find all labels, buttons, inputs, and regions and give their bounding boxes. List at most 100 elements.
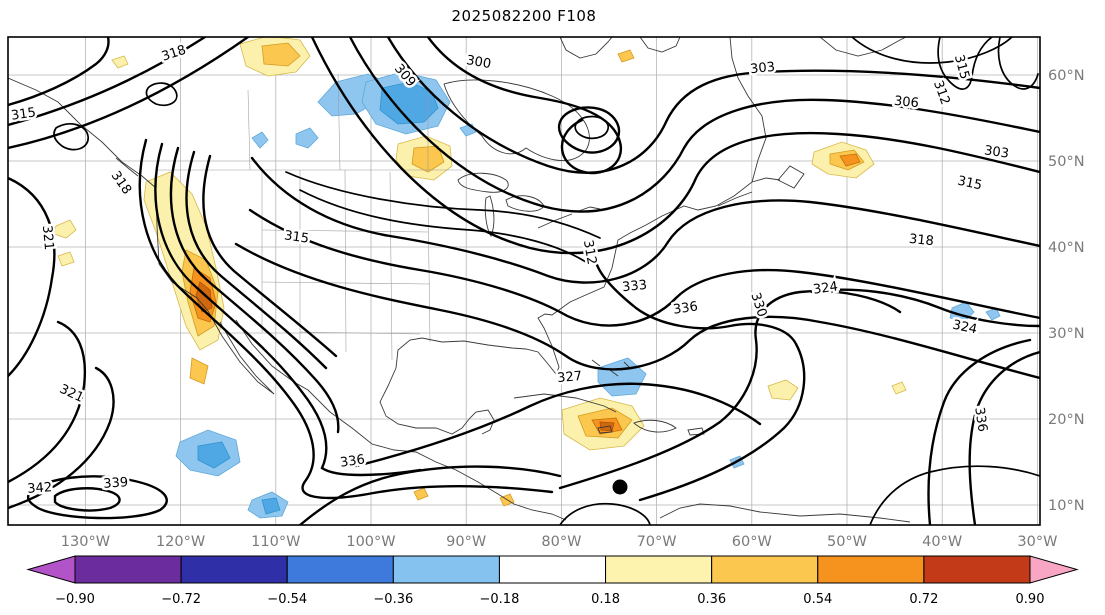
anomaly-patch-blue bbox=[597, 357, 647, 397]
anomaly-patch-blue bbox=[295, 127, 319, 149]
contour-label: 342 bbox=[27, 480, 53, 497]
coastlines bbox=[8, 37, 911, 523]
contour-label: 315 bbox=[956, 174, 983, 194]
anomaly-shading bbox=[53, 37, 1001, 519]
colorbar-tick-label: −0.36 bbox=[373, 592, 413, 607]
contour-label: 321 bbox=[39, 225, 56, 251]
lon-tick-label: 80°W bbox=[541, 534, 581, 550]
puerto-rico bbox=[687, 427, 705, 436]
lon-tick-label: 50°W bbox=[827, 534, 867, 550]
lat-tick-label: 50°N bbox=[1048, 154, 1085, 170]
contour-label: 324 bbox=[812, 279, 839, 297]
contour-label: 312 bbox=[930, 79, 953, 107]
lat-tick-label: 60°N bbox=[1048, 68, 1085, 84]
colorbar-segment bbox=[286, 555, 394, 584]
colorbar-tick-label: 0.90 bbox=[1016, 592, 1045, 607]
colorbar-tick-label: −0.72 bbox=[161, 592, 201, 607]
lon-tick-label: 120°W bbox=[156, 534, 205, 550]
bahamas bbox=[591, 359, 631, 377]
figure-title: 2025082200 F108 bbox=[451, 7, 597, 25]
contour-label: 303 bbox=[750, 60, 776, 78]
contour-label: 336 bbox=[672, 299, 699, 317]
lake-erie bbox=[537, 213, 573, 229]
state-borders bbox=[157, 73, 462, 361]
plot-frame bbox=[7, 36, 1041, 526]
anomaly-patch-gold bbox=[261, 42, 301, 67]
anomaly-patch-yellow bbox=[57, 251, 75, 267]
coast-pacific bbox=[8, 77, 209, 312]
contour-label: 318 bbox=[160, 43, 188, 65]
lake-michigan bbox=[484, 195, 495, 237]
lat-tick-label: 40°N bbox=[1048, 240, 1085, 256]
colorbar-segment bbox=[392, 555, 500, 584]
anomaly-patch-blue bbox=[251, 131, 269, 149]
cuba bbox=[513, 393, 617, 413]
lon-tick-label: 70°W bbox=[637, 534, 677, 550]
anomaly-patch-gold bbox=[189, 357, 209, 385]
arctic-islands bbox=[639, 37, 681, 53]
anomaly-patch-yellow bbox=[111, 55, 129, 69]
anomaly-patch-gold bbox=[413, 487, 429, 501]
colorbar-segment bbox=[817, 555, 925, 584]
contour-lines bbox=[8, 37, 1040, 525]
storm-marker bbox=[612, 479, 628, 495]
anomaly-patch-yellow bbox=[767, 379, 799, 401]
newfoundland bbox=[777, 165, 805, 189]
lake-ontario bbox=[575, 206, 601, 213]
anomaly-patch-blue-dark bbox=[197, 441, 231, 469]
axis-tick-labels: 130°W 120°W 110°W 100°W 90°W 80°W 70°W 60°W 50°W… bbox=[61, 68, 1085, 550]
contour-label: 339 bbox=[103, 475, 129, 492]
contour-label: 333 bbox=[622, 278, 648, 296]
lon-tick-label: 130°W bbox=[61, 534, 110, 550]
anomaly-patch-yellow bbox=[53, 219, 77, 239]
anomaly-patch-gold bbox=[617, 49, 635, 63]
lon-tick-label: 30°W bbox=[1017, 534, 1057, 550]
jamaica bbox=[597, 425, 613, 434]
anomaly-patch-blue bbox=[459, 123, 477, 137]
contour-label: 336 bbox=[971, 406, 989, 433]
lat-tick-label: 10°N bbox=[1048, 498, 1085, 514]
lon-tick-label: 100°W bbox=[346, 534, 395, 550]
lon-tick-label: 110°W bbox=[251, 534, 300, 550]
contour-label: 300 bbox=[465, 53, 492, 72]
colorbar-tick-label: −0.90 bbox=[55, 592, 95, 607]
contour-label: 318 bbox=[908, 232, 934, 250]
coast-mexico-west bbox=[235, 319, 567, 521]
anomaly-patch-orange bbox=[839, 153, 861, 167]
gulf-st-lawrence bbox=[717, 191, 753, 207]
lon-tick-label: 60°W bbox=[732, 534, 772, 550]
colorbar-segment bbox=[923, 555, 1031, 584]
coast-mexico-gulf bbox=[379, 367, 495, 435]
contour-label: 303 bbox=[983, 143, 1010, 161]
colorbar-segment bbox=[711, 555, 819, 584]
colorbar-segment bbox=[498, 555, 607, 584]
contour-label: 327 bbox=[557, 369, 583, 386]
lake-huron bbox=[505, 195, 545, 212]
lake-superior bbox=[457, 172, 509, 193]
contour-label: 318 bbox=[108, 169, 135, 198]
colorbar-arrow-low bbox=[26, 555, 76, 584]
contour-label: 315 bbox=[10, 105, 37, 123]
colorbar-segment bbox=[74, 555, 182, 584]
greenland-tip bbox=[819, 37, 907, 57]
colorbar-tick-label: 0.36 bbox=[697, 592, 726, 607]
contour-label: 336 bbox=[339, 452, 366, 470]
colorbar-segment bbox=[605, 555, 713, 584]
contour-label: 315 bbox=[283, 228, 310, 246]
colorbar-tick-label: 0.18 bbox=[591, 592, 620, 607]
anomaly-patch-blue-dark bbox=[379, 81, 439, 125]
vancouver-island bbox=[115, 157, 139, 177]
contour-label: 330 bbox=[747, 291, 769, 319]
anomaly-patch-yellow bbox=[891, 381, 907, 395]
coast-gulf-east bbox=[395, 177, 781, 375]
arctic-islands bbox=[559, 37, 613, 59]
colorbar-tick-label: −0.54 bbox=[267, 592, 307, 607]
lat-lon-grid bbox=[8, 37, 1040, 525]
colorbar-tick-label: 0.72 bbox=[909, 592, 938, 607]
colorbar-arrow-high bbox=[1029, 555, 1079, 584]
colorbar-segment bbox=[180, 555, 288, 584]
contour-label: 324 bbox=[951, 318, 978, 338]
south-america-coast bbox=[659, 503, 911, 523]
